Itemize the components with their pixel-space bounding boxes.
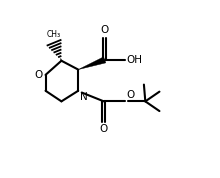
Text: O: O xyxy=(100,124,108,134)
Text: O: O xyxy=(101,25,109,35)
Text: CH₃: CH₃ xyxy=(46,30,61,39)
Text: O: O xyxy=(34,70,42,80)
Polygon shape xyxy=(78,57,106,70)
Text: OH: OH xyxy=(126,55,142,65)
Text: N: N xyxy=(80,92,87,102)
Text: O: O xyxy=(126,90,134,100)
